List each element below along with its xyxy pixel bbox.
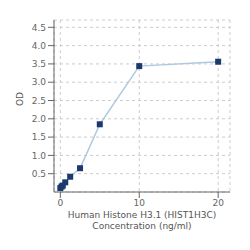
svg-text:Human Histone H3.1 (HIST1H3C)C: Human Histone H3.1 (HIST1H3C)Concentrati… [68,210,217,231]
svg-text:0.5: 0.5 [32,169,46,179]
svg-text:1.5: 1.5 [32,132,46,142]
svg-text:3.0: 3.0 [32,77,47,87]
svg-text:1.0: 1.0 [32,151,47,161]
svg-text:20: 20 [212,198,224,208]
svg-text:OD: OD [15,92,25,106]
svg-text:10: 10 [134,198,146,208]
svg-text:4.5: 4.5 [32,23,46,33]
svg-text:0: 0 [57,198,63,208]
svg-text:2.5: 2.5 [32,96,46,106]
svg-text:4.0: 4.0 [32,41,47,51]
svg-text:2.0: 2.0 [32,114,47,124]
svg-text:3.5: 3.5 [32,59,46,69]
